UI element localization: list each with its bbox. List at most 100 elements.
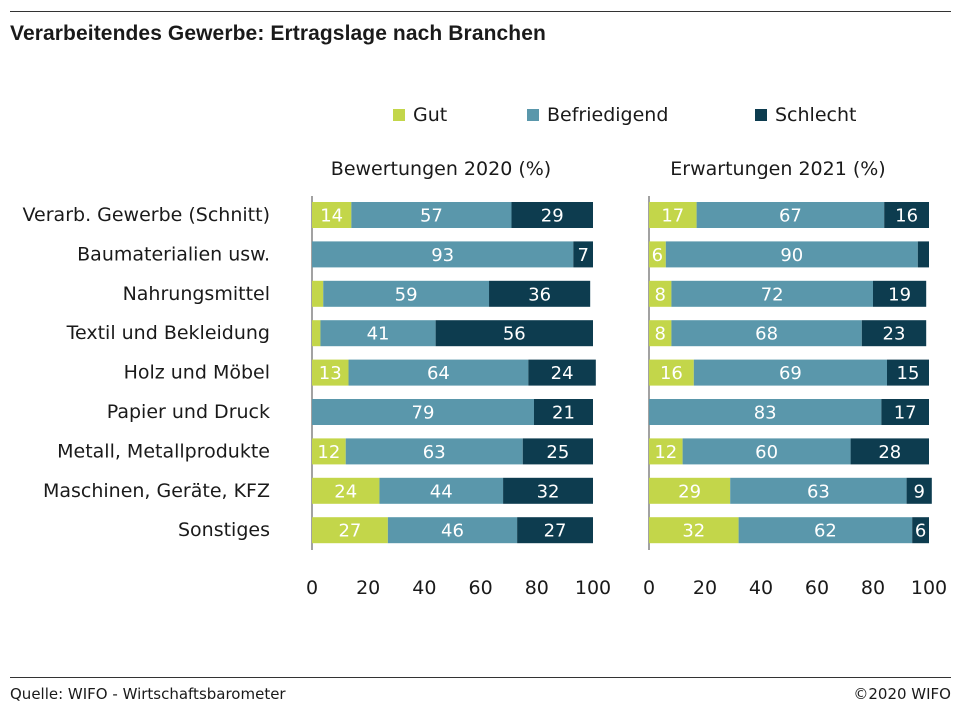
category-label: Verarb. Gewerbe (Schnitt): [23, 204, 270, 226]
data-label: 90: [780, 245, 803, 266]
x-tick-label: 40: [749, 577, 773, 599]
chart-title: Verarbeitendes Gewerbe: Ertragslage nach…: [10, 22, 546, 45]
legend-label-gut: Gut: [413, 104, 448, 126]
data-label: 21: [552, 403, 575, 424]
bottom-rule: [10, 677, 951, 678]
bar-segment-schlecht: [906, 477, 932, 504]
data-label: 16: [660, 363, 683, 384]
category-label: Maschinen, Geräte, KFZ: [43, 480, 270, 502]
category-label: Textil und Bekleidung: [66, 322, 270, 344]
panel-title: Bewertungen 2020 (%): [331, 158, 551, 180]
legend-item-befriedigend: Befriedigend: [527, 104, 668, 126]
bar-segment-befriedigend: [348, 359, 529, 386]
data-label: 79: [412, 403, 435, 424]
bar-segment-befriedigend: [387, 517, 518, 544]
data-label: 15: [897, 363, 920, 384]
data-label: 57: [420, 206, 443, 227]
data-label: 12: [654, 442, 677, 463]
x-tick-label: 0: [306, 577, 318, 599]
data-label: 28: [878, 442, 901, 463]
bar-segment-schlecht: [850, 438, 929, 465]
bar-segment-gut: [312, 359, 349, 386]
bar-segment-gut: [649, 517, 739, 544]
data-label: 83: [754, 403, 777, 424]
data-label: 59: [395, 284, 418, 305]
bar-segment-schlecht: [573, 241, 593, 268]
source-note: Quelle: WIFO - Wirtschaftsbarometer: [10, 685, 286, 703]
bar-segment-befriedigend: [696, 202, 885, 228]
bar-segment-gut: [649, 438, 683, 465]
bar-segment-schlecht: [912, 517, 929, 544]
data-label: 14: [320, 206, 343, 227]
data-label: 24: [334, 481, 357, 502]
data-label: 7: [577, 245, 588, 266]
legend-item-gut: Gut: [393, 104, 447, 126]
category-label: Holz und Möbel: [124, 362, 270, 384]
data-label: 72: [761, 284, 784, 305]
category-label: Metall, Metallprodukte: [57, 440, 270, 462]
bar-segment-schlecht: [503, 477, 593, 504]
data-label: 32: [682, 521, 705, 542]
bar-segment-befriedigend: [671, 280, 873, 307]
bar-segment-befriedigend: [649, 399, 882, 425]
top-rule: [10, 11, 951, 12]
bar-segment-schlecht: [881, 399, 929, 425]
bar-segment-befriedigend: [320, 320, 436, 347]
x-tick-label: 0: [643, 577, 655, 599]
data-label: 8: [654, 324, 665, 345]
bar-segment-schlecht: [522, 438, 593, 465]
data-label: 13: [319, 363, 342, 384]
bar-segment-befriedigend: [671, 320, 862, 347]
bar-segment-schlecht: [435, 320, 593, 347]
data-label: 17: [894, 403, 917, 424]
data-label: 29: [541, 206, 564, 227]
bar-segment-befriedigend: [730, 477, 907, 504]
data-label: 36: [528, 284, 551, 305]
data-label: 93: [431, 245, 454, 266]
data-label: 68: [755, 324, 778, 345]
bar-segment-befriedigend: [738, 517, 913, 544]
data-label: 6: [915, 521, 926, 542]
bar-segment-schlecht: [884, 202, 929, 228]
x-tick-label: 60: [469, 577, 493, 599]
bar-segment-befriedigend: [693, 359, 887, 386]
data-label: 19: [888, 284, 911, 305]
bar-segment-befriedigend: [682, 438, 851, 465]
bar-segment-schlecht: [887, 359, 929, 386]
copyright-note: ©2020 WIFO: [853, 685, 951, 703]
bar-segment-schlecht: [917, 241, 929, 268]
data-label: 6: [652, 245, 663, 266]
bar-segment-befriedigend: [665, 241, 918, 268]
legend-swatch-schlecht: [755, 109, 767, 121]
data-label: 41: [367, 324, 390, 345]
data-label: 64: [427, 363, 450, 384]
x-tick-label: 40: [412, 577, 436, 599]
panel-title: Erwartungen 2021 (%): [670, 158, 885, 180]
category-label: Baumaterialien usw.: [77, 243, 270, 265]
data-label: 16: [895, 206, 918, 227]
bar-segment-gut: [312, 280, 324, 307]
data-label: 44: [430, 481, 453, 502]
bar-segment-gut: [649, 320, 672, 347]
legend-label-schlecht: Schlecht: [775, 104, 857, 126]
data-label: 62: [814, 521, 837, 542]
legend-swatch-befriedigend: [527, 109, 539, 121]
data-label: 69: [779, 363, 802, 384]
data-label: 17: [661, 206, 684, 227]
legend-label-befriedigend: Befriedigend: [547, 104, 669, 126]
bar-segment-schlecht: [517, 517, 593, 544]
data-label: 67: [779, 206, 802, 227]
x-tick-label: 20: [356, 577, 380, 599]
bar-segment-befriedigend: [379, 477, 504, 504]
x-tick-label: 80: [861, 577, 885, 599]
bar-segment-gut: [649, 477, 731, 504]
data-label: 8: [654, 284, 665, 305]
bar-segment-gut: [312, 477, 380, 504]
x-tick-label: 60: [805, 577, 829, 599]
bar-segment-befriedigend: [345, 438, 523, 465]
legend-item-schlecht: Schlecht: [755, 104, 856, 126]
data-label: 23: [883, 324, 906, 345]
data-label: 27: [544, 521, 567, 542]
bar-segment-gut: [312, 320, 321, 347]
x-tick-label: 80: [525, 577, 549, 599]
